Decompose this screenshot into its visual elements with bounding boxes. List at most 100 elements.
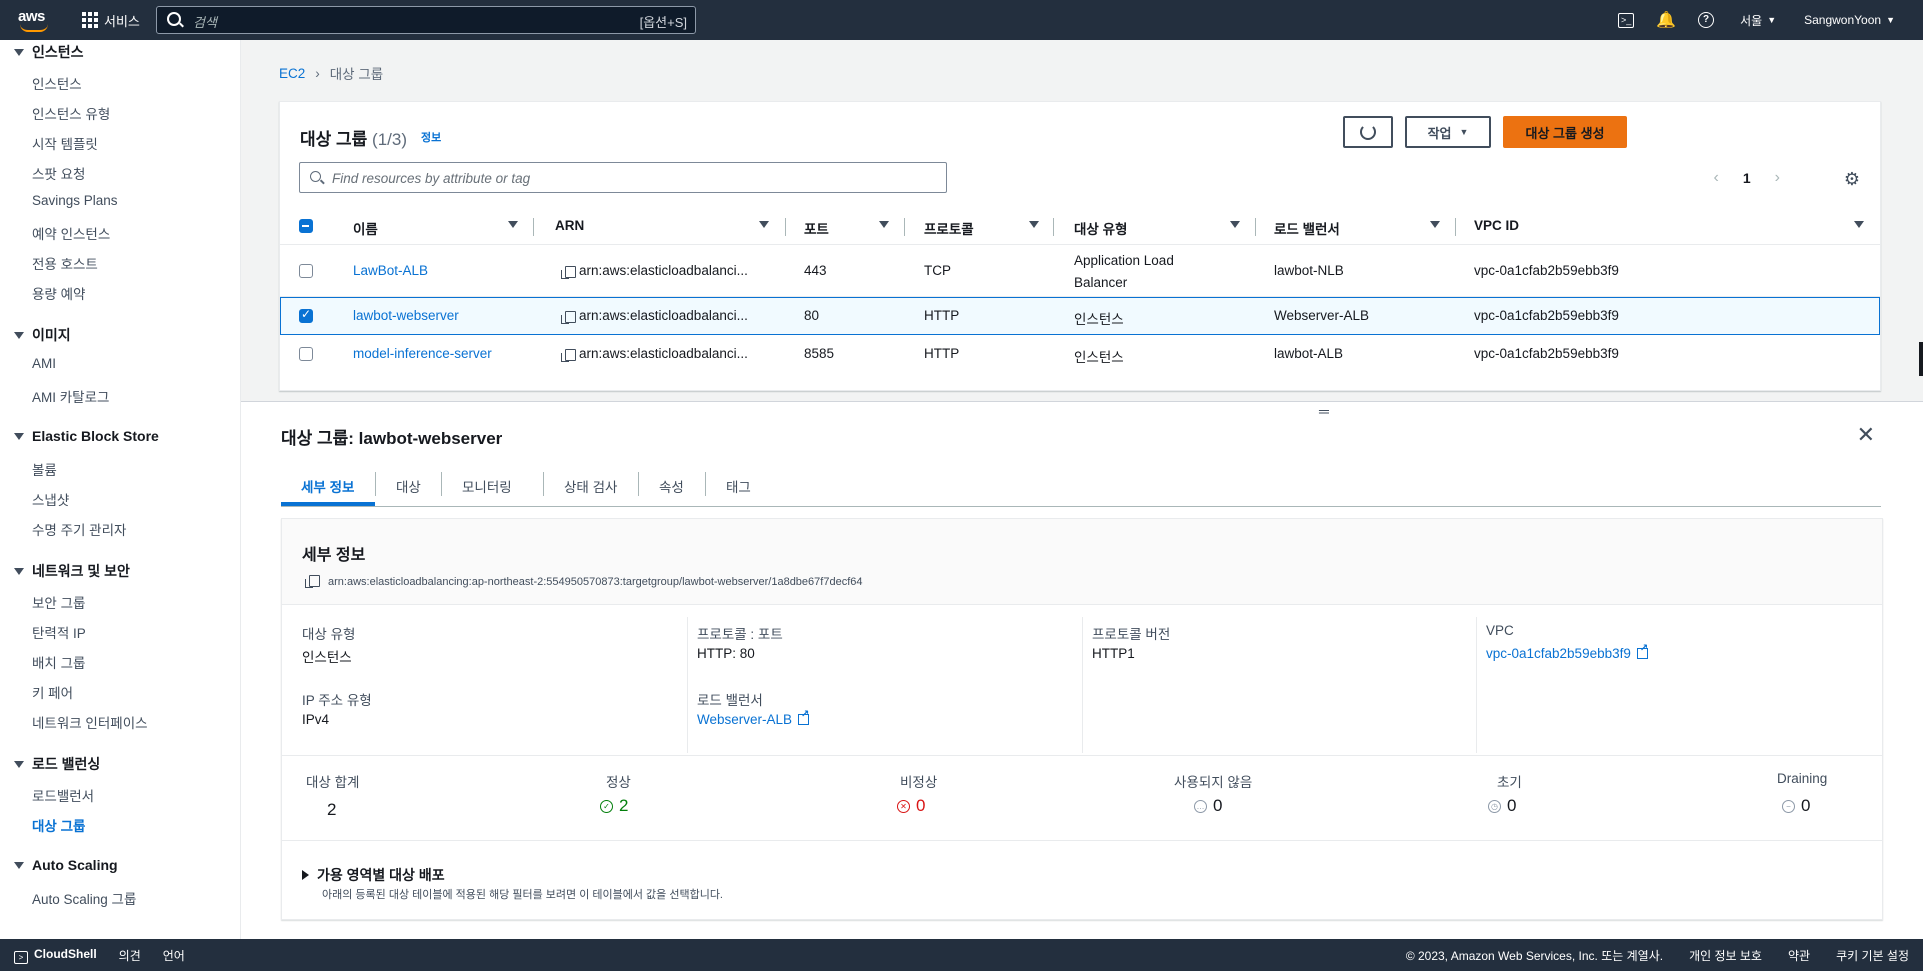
column-header-protocol[interactable]: 프로토콜 — [924, 222, 974, 237]
vpc-link[interactable]: vpc-0a1cfab2b59ebb3f9 — [1486, 643, 1648, 661]
cloudshell-icon[interactable]: >_ — [1606, 0, 1646, 40]
sidebar-item-savings-plans[interactable]: Savings Plans — [32, 193, 118, 208]
sort-caret-icon[interactable] — [1230, 221, 1240, 228]
sidebar-item-dedicated-hosts[interactable]: 전용 호스트 — [32, 257, 98, 272]
sort-caret-icon[interactable] — [879, 221, 889, 228]
sort-caret-icon[interactable] — [508, 221, 518, 228]
notifications-bell-icon[interactable]: 🔔 — [1656, 12, 1677, 29]
target-group-name-link[interactable]: model-inference-server — [353, 346, 492, 361]
close-icon[interactable]: ✕ — [1856, 422, 1875, 447]
sidebar-item-launch-templates[interactable]: 시작 템플릿 — [32, 137, 98, 152]
sidebar-item-lifecycle-manager[interactable]: 수명 주기 관리자 — [32, 523, 127, 538]
sidebar-item-ami[interactable]: AMI — [32, 356, 57, 371]
aws-logo[interactable]: aws — [18, 8, 52, 32]
sidebar-section-auto-scaling[interactable]: Auto Scaling — [14, 857, 118, 873]
services-menu-button[interactable]: 서비스 — [82, 11, 140, 29]
scrollbar-marker[interactable] — [1919, 342, 1923, 376]
breadcrumb-ec2-link[interactable]: EC2 — [279, 65, 306, 81]
chevron-right-icon: › — [315, 65, 320, 81]
sidebar-section-images[interactable]: 이미지 — [14, 325, 71, 345]
sidebar-item-target-groups[interactable]: 대상 그룹 — [32, 819, 86, 834]
sidebar-item-reserved-instances[interactable]: 예약 인스턴스 — [32, 227, 111, 242]
sidebar-item-spot-requests[interactable]: 스팟 요청 — [32, 167, 86, 182]
terms-link[interactable]: 약관 — [1787, 949, 1811, 963]
copy-icon[interactable] — [561, 349, 576, 362]
column-header-load-balancer[interactable]: 로드 밸런서 — [1274, 222, 1340, 237]
sort-caret-icon[interactable] — [759, 221, 769, 228]
chevron-right-icon[interactable]: › — [1774, 169, 1780, 186]
table-title: 대상 그룹 (1/3) — [300, 130, 407, 149]
tab-health-checks[interactable]: 상태 검사 — [564, 480, 618, 495]
sidebar-item-key-pairs[interactable]: 키 페어 — [32, 686, 74, 701]
cookie-preferences-link[interactable]: 쿠키 기본 설정 — [1836, 949, 1909, 963]
sidebar-item-security-groups[interactable]: 보안 그룹 — [32, 596, 86, 611]
refresh-button[interactable] — [1343, 116, 1393, 148]
sidebar-section-ebs[interactable]: Elastic Block Store — [14, 428, 159, 444]
resource-filter-input[interactable]: Find resources by attribute or tag — [299, 162, 947, 193]
az-distribution-toggle[interactable]: 가용 영역별 대상 배포 — [302, 865, 445, 885]
table-row[interactable]: LawBot-ALB arn:aws:elasticloadbalanci...… — [280, 245, 1880, 297]
tab-targets[interactable]: 대상 — [396, 480, 421, 495]
sort-caret-icon[interactable] — [1854, 221, 1864, 228]
gear-icon[interactable]: ⚙ — [1843, 169, 1860, 189]
sidebar-item-instance-types[interactable]: 인스턴스 유형 — [32, 107, 111, 122]
sort-caret-icon[interactable] — [1430, 221, 1440, 228]
info-link[interactable]: 정보 — [421, 132, 442, 144]
column-header-arn[interactable]: ARN — [555, 218, 585, 233]
sidebar-item-network-interfaces[interactable]: 네트워크 인터페이스 — [32, 716, 148, 731]
sidebar-item-capacity-reservations[interactable]: 용량 예약 — [32, 287, 86, 302]
breadcrumb: EC2 › 대상 그룹 — [279, 63, 383, 83]
row-checkbox[interactable] — [299, 307, 313, 323]
sidebar-item-snapshots[interactable]: 스냅샷 — [32, 493, 70, 508]
sidebar-item-elastic-ip[interactable]: 탄력적 IP — [32, 626, 86, 641]
language-link[interactable]: 언어 — [162, 949, 185, 963]
help-icon[interactable]: ? — [1686, 0, 1726, 40]
page-number[interactable]: 1 — [1742, 170, 1751, 186]
chevron-left-icon[interactable]: ‹ — [1713, 169, 1719, 186]
select-all-checkbox[interactable] — [299, 219, 313, 233]
row-checkbox[interactable] — [299, 264, 313, 278]
sidebar-section-instances[interactable]: 인스턴스 — [14, 42, 84, 62]
sort-caret-icon[interactable] — [1029, 221, 1039, 228]
sidebar-item-auto-scaling-groups[interactable]: Auto Scaling 그룹 — [32, 892, 137, 907]
sidebar-item-instances[interactable]: 인스턴스 — [32, 77, 82, 92]
sidebar-item-ami-catalog[interactable]: AMI 카탈로그 — [32, 390, 110, 405]
column-header-vpc-id[interactable]: VPC ID — [1474, 218, 1520, 233]
tab-details[interactable]: 세부 정보 — [301, 480, 355, 495]
tab-monitoring[interactable]: 모니터링 — [462, 480, 512, 495]
copy-icon[interactable] — [561, 311, 576, 324]
feedback-link[interactable]: 의견 — [118, 949, 141, 963]
account-menu[interactable]: SangwonYoon ▼ — [1804, 13, 1895, 27]
cloudshell-button[interactable]: > CloudShell — [14, 947, 97, 964]
resize-handle-icon[interactable]: ═ — [1319, 403, 1329, 419]
region-selector[interactable]: 서울 ▼ — [1740, 13, 1777, 28]
target-group-name-link[interactable]: lawbot-webserver — [353, 308, 459, 323]
create-target-group-button[interactable]: 대상 그룹 생성 — [1503, 116, 1627, 148]
protocol-port-label: 프로토콜 : 포트 — [697, 627, 783, 642]
target-group-name-link[interactable]: LawBot-ALB — [353, 263, 429, 278]
load-balancer-cell: lawbot-NLB — [1274, 263, 1344, 278]
sidebar-item-placement-groups[interactable]: 배치 그룹 — [32, 656, 86, 671]
tab-attributes[interactable]: 속성 — [659, 480, 684, 495]
row-checkbox[interactable] — [299, 347, 313, 361]
draining-label: Draining — [1777, 771, 1828, 786]
actions-dropdown-button[interactable]: 작업 ▼ — [1405, 116, 1491, 148]
column-header-name[interactable]: 이름 — [353, 222, 378, 237]
load-balancer-link[interactable]: Webserver-ALB — [697, 709, 809, 727]
privacy-link[interactable]: 개인 정보 보호 — [1689, 949, 1762, 963]
table-row-selected[interactable]: lawbot-webserver arn:aws:elasticloadbala… — [280, 297, 1880, 335]
sidebar-item-volumes[interactable]: 볼륨 — [32, 463, 57, 478]
copy-icon[interactable] — [561, 266, 576, 279]
column-header-port[interactable]: 포트 — [804, 222, 829, 237]
copy-icon[interactable] — [305, 575, 320, 588]
tab-tags[interactable]: 태그 — [726, 480, 751, 495]
search-icon — [310, 171, 321, 182]
caret-down-icon: ▼ — [1459, 127, 1469, 137]
sidebar-item-load-balancers[interactable]: 로드밸런서 — [32, 789, 95, 804]
table-row[interactable]: model-inference-server arn:aws:elasticlo… — [280, 335, 1880, 375]
global-search-input[interactable]: 검색 [옵션+S] — [156, 6, 696, 34]
total-targets-label: 대상 합계 — [306, 775, 360, 790]
sidebar-section-load-balancing[interactable]: 로드 밸런싱 — [14, 754, 100, 774]
sidebar-section-network-security[interactable]: 네트워크 및 보안 — [14, 561, 130, 581]
column-header-target-type[interactable]: 대상 유형 — [1074, 222, 1128, 237]
